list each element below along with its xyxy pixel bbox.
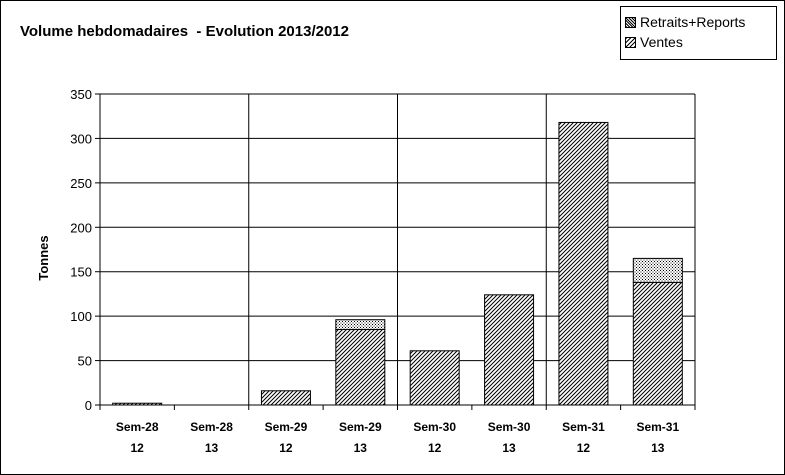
bar-ventes [260, 390, 311, 406]
y-tick-label: 50 [78, 354, 92, 369]
axis-labels: 0 50 100 150 200 250 300 350 Sem-28 12 Sem-28 13 Sem… [70, 87, 679, 455]
y-tick-label: 200 [70, 220, 92, 235]
bar-ventes [632, 281, 683, 406]
x-tick-label-week: Sem-29 [265, 420, 308, 434]
x-tick-label-year: 12 [279, 441, 293, 455]
axes [95, 93, 696, 410]
bar-ventes [484, 294, 535, 406]
y-tick-label: 0 [85, 398, 92, 413]
legend: Retraits+Reports Ventes [620, 6, 777, 60]
bar-retraits-reports [632, 257, 683, 283]
y-axis-title: Tonnes [36, 235, 51, 280]
x-tick-label-year: 12 [428, 441, 442, 455]
bar-ventes [409, 350, 460, 406]
bar-retraits-reports [335, 319, 386, 330]
x-tick-label-week: Sem-28 [116, 420, 159, 434]
legend-swatch-diagonal [625, 36, 636, 48]
y-tick-label: 250 [70, 176, 92, 191]
x-tick-label-year: 13 [354, 441, 368, 455]
y-tick-label: 100 [70, 309, 92, 324]
legend-item-retraits: Retraits+Reports [625, 13, 745, 31]
x-tick-label-week: Sem-30 [488, 420, 531, 434]
bar-ventes [335, 328, 386, 406]
y-tick-label: 150 [70, 265, 92, 280]
x-tick-label-year: 13 [205, 441, 219, 455]
x-tick-label-week: Sem-31 [636, 420, 679, 434]
x-tick-label-week: Sem-29 [339, 420, 382, 434]
x-tick-label-year: 12 [577, 441, 591, 455]
legend-label: Ventes [640, 34, 683, 50]
x-tick-label-year: 13 [651, 441, 665, 455]
x-tick-label-week: Sem-30 [413, 420, 456, 434]
bar-ventes [558, 121, 609, 406]
y-tick-label: 350 [70, 87, 92, 102]
legend-label: Retraits+Reports [640, 14, 746, 30]
x-tick-label-week: Sem-31 [562, 420, 605, 434]
chart-title: Volume hebdomadaires - Evolution 2013/20… [20, 23, 349, 40]
legend-item-ventes: Ventes [625, 33, 683, 51]
x-tick-label-year: 13 [502, 441, 516, 455]
y-tick-label: 300 [70, 131, 92, 146]
x-tick-label-week: Sem-28 [190, 420, 233, 434]
legend-swatch-crosshatch [625, 16, 636, 28]
x-tick-label-year: 12 [131, 441, 145, 455]
